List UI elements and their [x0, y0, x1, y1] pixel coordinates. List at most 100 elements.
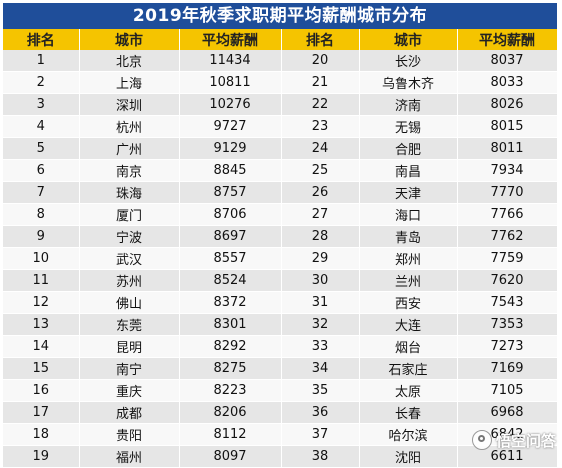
right-rank-cell: 32 — [281, 314, 359, 336]
right-salary-cell: 7934 — [457, 160, 557, 182]
left-salary-cell: 8112 — [179, 424, 281, 446]
right-city-cell: 长春 — [359, 402, 457, 424]
left-city-cell: 宁波 — [79, 226, 179, 248]
left-city-cell: 广州 — [79, 138, 179, 160]
right-city-cell: 合肥 — [359, 138, 457, 160]
right-city-cell: 大连 — [359, 314, 457, 336]
left-city-cell: 武汉 — [79, 248, 179, 270]
left-salary-cell: 8275 — [179, 358, 281, 380]
right-salary-cell: 8015 — [457, 116, 557, 138]
right-rank-cell: 24 — [281, 138, 359, 160]
right-rank-cell: 20 — [281, 50, 359, 72]
table-title: 2019年秋季求职期平均薪酬城市分布 — [3, 3, 557, 29]
header-salary-right: 平均薪酬 — [457, 29, 557, 50]
left-city-cell: 珠海 — [79, 182, 179, 204]
right-city-cell: 兰州 — [359, 270, 457, 292]
left-city-cell: 昆明 — [79, 336, 179, 358]
left-city-cell: 贵阳 — [79, 424, 179, 446]
right-salary-cell: 7273 — [457, 336, 557, 358]
left-city-cell: 北京 — [79, 50, 179, 72]
right-rank-cell: 30 — [281, 270, 359, 292]
right-rank-cell: 37 — [281, 424, 359, 446]
right-salary-cell: 7620 — [457, 270, 557, 292]
left-salary-cell: 10811 — [179, 72, 281, 94]
left-rank-cell: 8 — [3, 204, 79, 226]
right-salary-cell: 8011 — [457, 138, 557, 160]
left-city-cell: 佛山 — [79, 292, 179, 314]
left-salary-cell: 10276 — [179, 94, 281, 116]
left-rank-cell: 13 — [3, 314, 79, 336]
left-salary-cell: 8697 — [179, 226, 281, 248]
right-city-cell: 西安 — [359, 292, 457, 314]
left-rank-cell: 14 — [3, 336, 79, 358]
right-salary-cell: 7770 — [457, 182, 557, 204]
left-rank-cell: 6 — [3, 160, 79, 182]
right-salary-cell: 6968 — [457, 402, 557, 424]
right-rank-cell: 21 — [281, 72, 359, 94]
right-salary-cell: 7543 — [457, 292, 557, 314]
right-salary-cell: 8037 — [457, 50, 557, 72]
salary-table-figure: 2019年秋季求职期平均薪酬城市分布 排名 城市 平均薪酬 排名 城市 平均薪酬… — [3, 3, 557, 451]
left-rank-cell: 17 — [3, 402, 79, 424]
left-city-cell: 南京 — [79, 160, 179, 182]
left-city-cell: 南宁 — [79, 358, 179, 380]
right-rank-cell: 29 — [281, 248, 359, 270]
left-rank-cell: 3 — [3, 94, 79, 116]
right-salary-cell: 8033 — [457, 72, 557, 94]
right-rank-cell: 34 — [281, 358, 359, 380]
left-city-cell: 苏州 — [79, 270, 179, 292]
left-salary-cell: 8706 — [179, 204, 281, 226]
left-city-cell: 重庆 — [79, 380, 179, 402]
right-rank-cell: 36 — [281, 402, 359, 424]
left-rank-cell: 10 — [3, 248, 79, 270]
left-city-cell: 厦门 — [79, 204, 179, 226]
wukong-logo-icon — [472, 430, 492, 450]
right-city-cell: 天津 — [359, 182, 457, 204]
right-city-cell: 济南 — [359, 94, 457, 116]
right-city-cell: 郑州 — [359, 248, 457, 270]
right-salary-cell: 7353 — [457, 314, 557, 336]
header-rank-right: 排名 — [281, 29, 359, 50]
right-rank-cell: 27 — [281, 204, 359, 226]
left-rank-cell: 18 — [3, 424, 79, 446]
left-salary-cell: 8757 — [179, 182, 281, 204]
left-rank-cell: 16 — [3, 380, 79, 402]
left-rank-cell: 11 — [3, 270, 79, 292]
watermark: 悟空问答 — [472, 429, 556, 451]
header-row: 排名 城市 平均薪酬 排名 城市 平均薪酬 — [3, 29, 557, 50]
left-salary-cell: 8206 — [179, 402, 281, 424]
right-salary-cell: 7762 — [457, 226, 557, 248]
right-city-cell: 哈尔滨 — [359, 424, 457, 446]
right-rank-cell: 31 — [281, 292, 359, 314]
right-rank-cell: 22 — [281, 94, 359, 116]
right-city-cell: 烟台 — [359, 336, 457, 358]
left-salary-cell: 11434 — [179, 50, 281, 72]
left-rank-cell: 5 — [3, 138, 79, 160]
right-salary-cell: 8026 — [457, 94, 557, 116]
left-rank-cell: 2 — [3, 72, 79, 94]
right-city-cell: 长沙 — [359, 50, 457, 72]
left-rank-cell: 12 — [3, 292, 79, 314]
right-city-cell: 海口 — [359, 204, 457, 226]
left-salary-cell: 8557 — [179, 248, 281, 270]
right-rank-cell: 23 — [281, 116, 359, 138]
header-rank-left: 排名 — [3, 29, 79, 50]
right-city-cell: 无锡 — [359, 116, 457, 138]
left-salary-cell: 8301 — [179, 314, 281, 336]
left-rank-cell: 7 — [3, 182, 79, 204]
left-rank-cell: 4 — [3, 116, 79, 138]
